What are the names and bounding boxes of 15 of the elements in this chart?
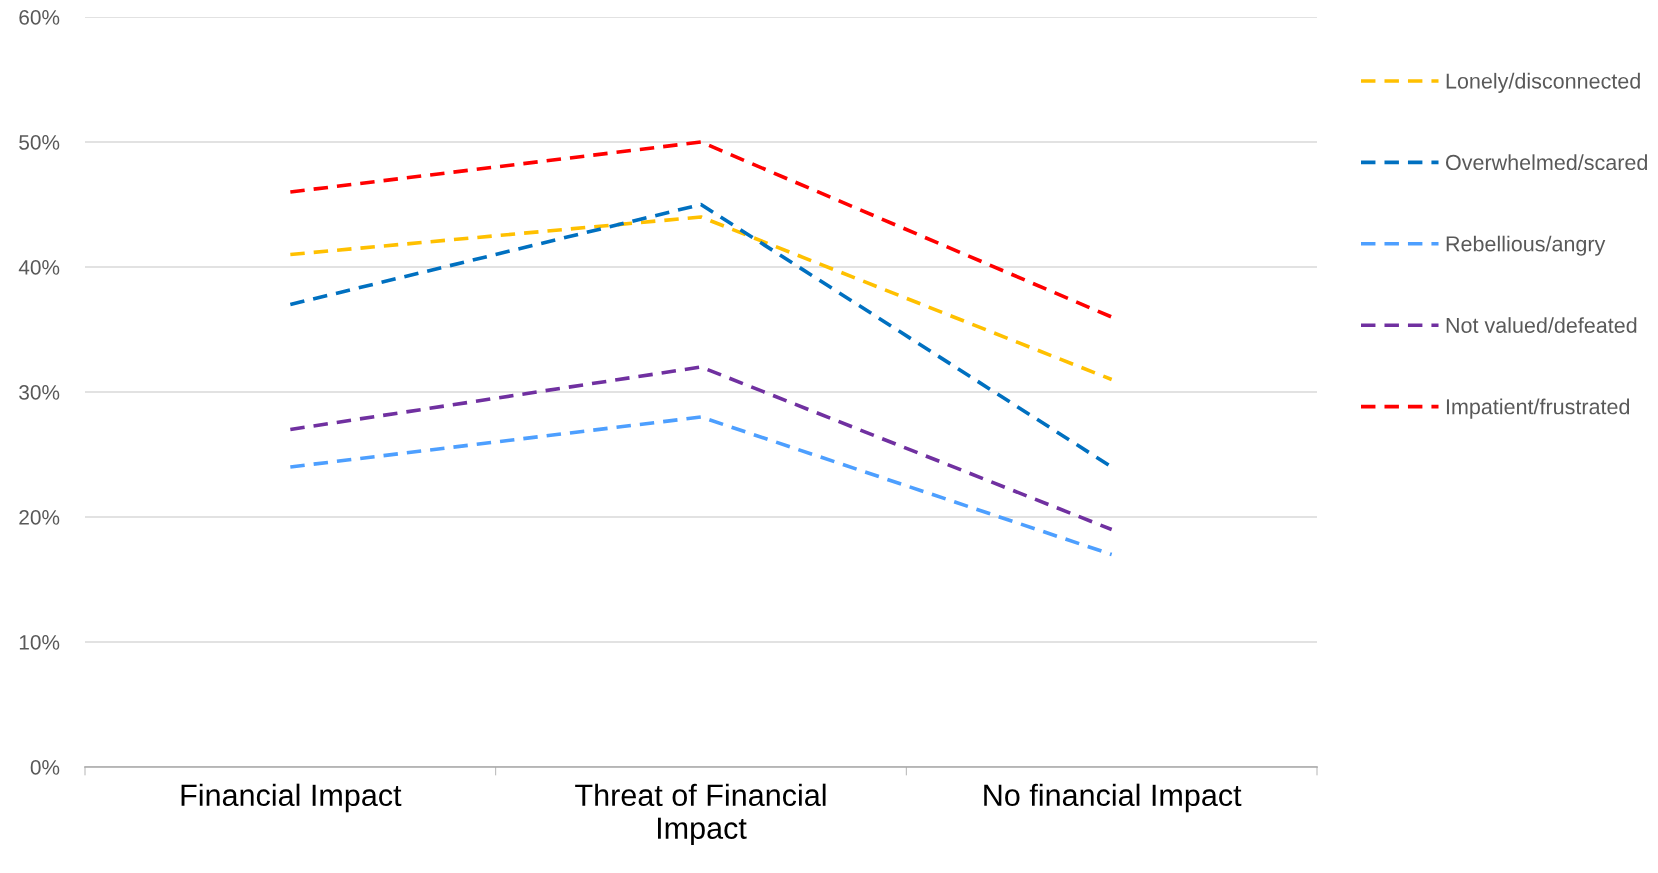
y-tick-label: 0% (30, 760, 60, 775)
legend-label: Rebellious/angry (1446, 235, 1606, 256)
y-tick-label: 60% (19, 10, 60, 25)
y-tick-label: 10% (19, 635, 60, 650)
y-tick-label: 40% (18, 260, 60, 275)
legend-label: Lonely/disconnected (1446, 72, 1640, 93)
legend-label: Impatient/frustrated (1446, 398, 1630, 419)
x-tick-label: Threat of Financial Impact (575, 783, 826, 846)
y-tick-label: 30% (19, 385, 60, 400)
legend-label: Not valued/defeated (1446, 317, 1637, 333)
x-tick-label: Financial Impact (181, 783, 402, 813)
y-tick-label: 20% (19, 510, 60, 525)
x-tick-label: No financial Impact (984, 783, 1242, 813)
legend-label: Overwhelmed/scared (1445, 154, 1647, 171)
y-tick-label: 50% (19, 135, 60, 150)
